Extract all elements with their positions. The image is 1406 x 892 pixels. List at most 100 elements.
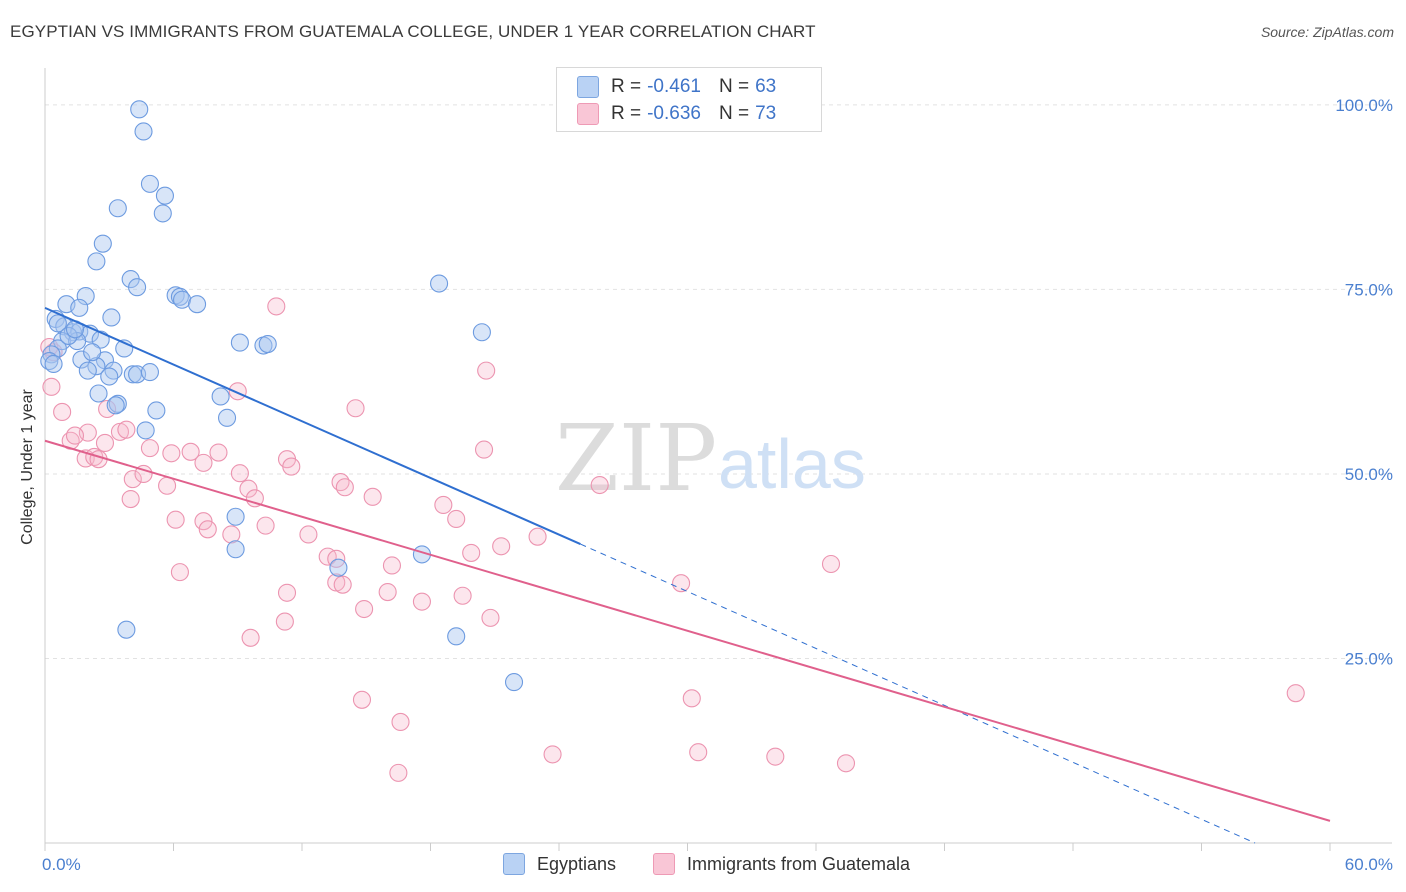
egyptians-point xyxy=(100,367,119,386)
guatemala-point xyxy=(766,747,785,766)
legend-item-egyptians: Egyptians xyxy=(503,853,616,875)
legend-label-egyptians: Egyptians xyxy=(537,853,617,874)
egyptians-swatch xyxy=(577,76,599,98)
guatemala-point xyxy=(65,426,85,445)
guatemala-point xyxy=(672,574,691,593)
legend-label-guatemala: Immigrants from Guatemala xyxy=(687,853,911,874)
egyptians-point xyxy=(93,234,112,253)
egyptians-point xyxy=(226,507,245,526)
guatemala-point xyxy=(590,475,609,495)
guatemala-point xyxy=(477,361,496,380)
y-tick-label: 75.0% xyxy=(1345,280,1393,299)
guatemala-point xyxy=(42,377,61,396)
r-label: R = xyxy=(611,76,642,97)
guatemala-point xyxy=(95,433,115,453)
x-tick-label: 0.0% xyxy=(42,855,81,874)
guatemala-point xyxy=(194,453,213,472)
guatemala-point xyxy=(170,563,189,582)
egyptians-point xyxy=(102,308,121,327)
guatemala-point xyxy=(230,464,249,483)
n-value: 63 xyxy=(755,76,777,97)
egyptians-point xyxy=(72,350,91,369)
guatemala-point xyxy=(492,537,511,556)
guatemala-point xyxy=(389,763,408,782)
egyptians-point xyxy=(130,100,149,119)
y-tick-label: 50.0% xyxy=(1345,465,1393,484)
guatemala-point xyxy=(363,487,382,506)
egyptians-point xyxy=(78,361,97,380)
guatemala-point xyxy=(382,556,402,575)
guatemala-point xyxy=(481,608,500,627)
guatemala-point xyxy=(241,628,260,647)
guatemala-swatch xyxy=(653,853,675,875)
egyptians-point xyxy=(258,334,277,354)
guatemala-point xyxy=(121,489,140,509)
guatemala-point xyxy=(391,712,410,732)
series-legend: Egyptians Immigrants from Guatemala xyxy=(0,853,1406,877)
legend-row-guatemala: R = -0.636 N = 73 xyxy=(577,102,776,126)
guatemala-point xyxy=(836,754,856,773)
n-label: N = xyxy=(718,103,750,124)
guatemala-point xyxy=(282,457,301,476)
guatemala-point xyxy=(821,554,841,574)
egyptians-point xyxy=(329,558,348,577)
y-tick-label: 100.0% xyxy=(1335,96,1393,115)
guatemala-point xyxy=(209,443,228,462)
guatemala-point xyxy=(682,689,701,708)
r-value: -0.636 xyxy=(647,103,701,124)
guatemala-point xyxy=(222,525,241,544)
guatemala-point xyxy=(453,586,472,605)
guatemala-point xyxy=(158,476,177,495)
n-label: N = xyxy=(718,76,750,97)
guatemala-point xyxy=(528,527,547,546)
egyptians-point xyxy=(140,363,159,382)
guatemala-point xyxy=(352,690,372,709)
guatemala-point xyxy=(140,439,159,458)
guatemala-point xyxy=(543,745,562,764)
guatemala-point xyxy=(194,512,213,531)
chart-title: EGYPTIAN VS IMMIGRANTS FROM GUATEMALA CO… xyxy=(10,22,816,41)
guatemala-point xyxy=(333,575,352,594)
guatemala-point xyxy=(1286,684,1305,703)
egyptians-point xyxy=(134,122,153,141)
series-egyptians-points xyxy=(40,100,524,692)
guatemala-point xyxy=(346,399,365,418)
egyptians-point xyxy=(430,274,449,293)
series-guatemala-points xyxy=(40,297,1305,782)
guatemala-point xyxy=(117,420,136,439)
guatemala-point xyxy=(335,478,354,497)
egyptians-point xyxy=(128,278,147,297)
egyptians-point xyxy=(76,287,95,306)
egyptians-point xyxy=(447,627,466,646)
tick-labels: 25.0% 50.0% 75.0% 100.0% 0.0% 60.0% xyxy=(42,96,1393,874)
egyptians-point xyxy=(140,174,159,193)
guatemala-point xyxy=(123,470,142,489)
guatemala-point xyxy=(355,599,374,619)
guatemala-point xyxy=(239,479,258,498)
guatemala-point xyxy=(166,510,185,529)
egyptians-point xyxy=(108,199,127,218)
egyptians-point xyxy=(173,290,192,309)
guatemala-trend-line xyxy=(44,439,1331,822)
egyptians-point xyxy=(472,323,491,342)
guatemala-point xyxy=(53,402,72,422)
guatemala-point xyxy=(181,442,200,461)
x-tick-label: 60.0% xyxy=(1345,855,1393,874)
guatemala-point xyxy=(474,440,494,459)
egyptians-point xyxy=(44,354,63,374)
guatemala-point xyxy=(434,495,453,515)
egyptians-point xyxy=(117,620,136,639)
egyptians-point xyxy=(170,287,189,306)
guatemala-point xyxy=(689,743,708,762)
egyptians-swatch xyxy=(503,853,525,875)
egyptians-point xyxy=(136,421,155,440)
n-value: 73 xyxy=(755,103,777,124)
egyptians-point xyxy=(48,314,67,333)
egyptians-point xyxy=(59,326,78,345)
guatemala-point xyxy=(134,464,153,484)
egyptians-point xyxy=(89,384,108,403)
guatemala-point xyxy=(412,592,431,611)
watermark-atlas: atlas xyxy=(718,425,866,503)
guatemala-point xyxy=(447,509,466,529)
